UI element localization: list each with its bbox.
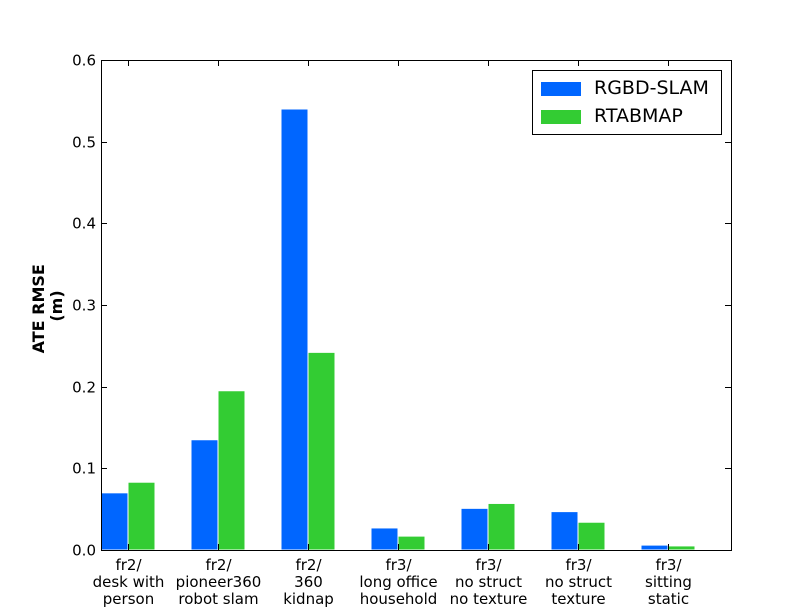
y-tick-label-0: 0.0 — [72, 542, 96, 560]
y-tick-label-5: 0.5 — [72, 134, 96, 152]
x-tick-label-3-line-1: long office — [359, 573, 437, 591]
bar-rgbd-slam-1 — [190, 439, 219, 551]
bar-rtabmap-0 — [127, 481, 156, 551]
bar-rtabmap-2 — [307, 351, 336, 551]
x-tick-label-4-line-1: no struct — [455, 573, 522, 591]
x-tick-label-1-line-2: robot slam — [178, 590, 258, 608]
x-tick-label-5-line-0: fr3/ — [565, 556, 592, 574]
bar-rgbd-slam-5 — [550, 511, 579, 551]
bar-rgbd-slam-4 — [460, 507, 489, 551]
x-tick-label-2-line-0: fr2/ — [295, 556, 322, 574]
y-axis-label-line-2: (m) — [47, 290, 66, 321]
x-tick-label-3-line-2: household — [360, 590, 438, 608]
bar-rtabmap-3 — [397, 535, 426, 551]
y-axis-label-line-1: ATE RMSE — [29, 264, 48, 353]
x-tick-label-5-line-2: texture — [551, 590, 605, 608]
x-tick-label-4-line-0: fr3/ — [475, 556, 502, 574]
x-tick-label-6-line-0: fr3/ — [655, 556, 682, 574]
bar-rgbd-slam-6 — [640, 544, 669, 551]
bar-rgbd-slam-2 — [280, 108, 309, 551]
y-tick-label-4: 0.4 — [72, 215, 96, 233]
y-axis-label: ATE RMSE (m) — [29, 259, 66, 354]
x-tick-label-1-line-0: fr2/ — [205, 556, 232, 574]
bar-rtabmap-6 — [667, 545, 696, 551]
x-tick-label-0-line-0: fr2/ — [115, 556, 142, 574]
bar-rgbd-slam-3 — [370, 527, 399, 551]
x-tick-label-0-line-1: desk with — [93, 573, 165, 591]
y-axis: 0.0 0.1 0.2 0.3 0.4 0.5 0.6 — [72, 52, 731, 560]
bar-rtabmap-5 — [577, 521, 606, 551]
x-tick-label-5-line-1: no struct — [545, 573, 612, 591]
legend-swatch-rtabmap — [541, 110, 581, 124]
legend: RGBD-SLAM RTABMAP — [532, 70, 722, 135]
bars-layer — [100, 108, 696, 551]
y-tick-label-1: 0.1 — [72, 460, 96, 478]
x-tick-label-3-line-0: fr3/ — [385, 556, 412, 574]
x-tick-label-2-line-1: 360 — [294, 573, 323, 591]
bar-rtabmap-1 — [217, 390, 246, 551]
y-tick-label-6: 0.6 — [72, 52, 96, 70]
legend-label-rgbd-slam: RGBD-SLAM — [594, 77, 709, 99]
y-tick-label-3: 0.3 — [72, 297, 96, 315]
x-tick-label-0-line-2: person — [103, 590, 154, 608]
x-tick-label-6-line-2: static — [648, 590, 689, 608]
x-tick-label-1-line-1: pioneer360 — [176, 573, 262, 591]
bar-rtabmap-4 — [487, 502, 516, 551]
y-tick-label-2: 0.2 — [72, 379, 96, 397]
legend-label-rtabmap: RTABMAP — [594, 105, 683, 127]
bar-rgbd-slam-0 — [100, 492, 129, 551]
x-tick-label-6-line-1: sitting — [645, 573, 692, 591]
legend-swatch-rgbd-slam — [541, 82, 581, 96]
x-tick-label-2-line-2: kidnap — [283, 590, 334, 608]
x-tick-label-4-line-2: no texture — [450, 590, 528, 608]
